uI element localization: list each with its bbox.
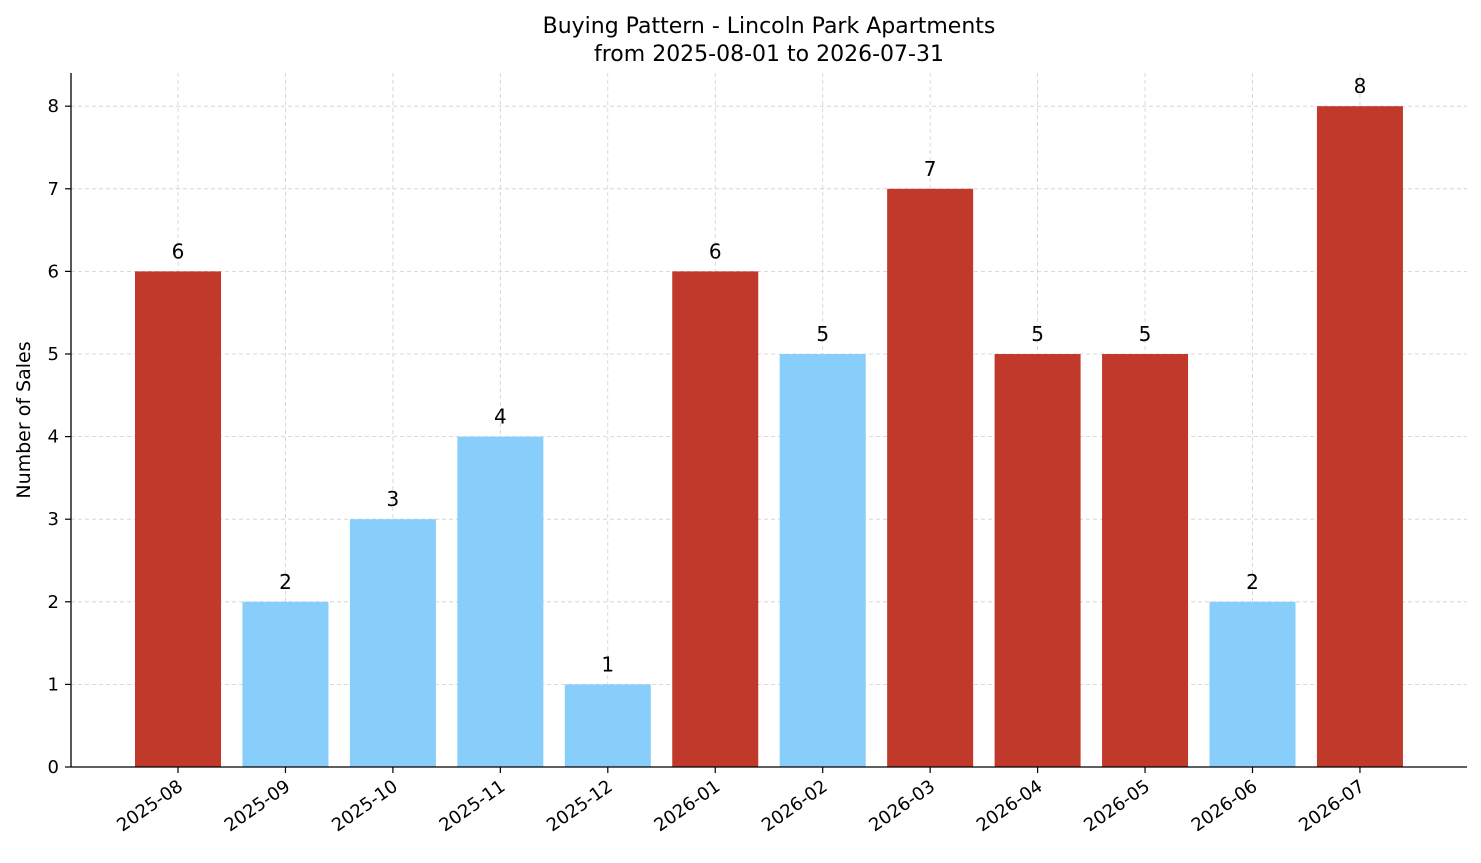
x-tick-label: 2026-07	[1295, 776, 1369, 836]
bar-2026-03	[887, 188, 974, 768]
chart-title: Buying Pattern - Lincoln Park Apartments	[543, 14, 996, 39]
bar-2025-10	[349, 519, 436, 767]
bar-2026-07	[1316, 106, 1403, 767]
y-axis-label: Number of Sales	[13, 341, 35, 498]
bar-2025-08	[135, 271, 221, 767]
data-label: 2	[279, 570, 292, 594]
data-label: 7	[924, 157, 937, 181]
data-label: 4	[494, 405, 507, 429]
x-tick-label: 2025-12	[543, 776, 617, 836]
chart-subtitle: from 2025-08-01 to 2026-07-31	[594, 42, 944, 67]
bar-2026-01	[672, 271, 759, 767]
y-tick-label: 6	[48, 261, 59, 282]
x-tick-label: 2026-01	[650, 776, 724, 836]
data-label: 6	[172, 239, 185, 263]
data-label: 5	[816, 322, 829, 346]
y-tick-label: 1	[48, 674, 59, 695]
bar-2026-05	[1102, 354, 1189, 767]
x-ticks: 2025-08 2025-09 2025-10 2025-11 2025-12 2026-…	[113, 767, 1369, 836]
x-tick-label: 2025-10	[328, 776, 402, 836]
x-tick-label: 2025-08	[113, 776, 187, 836]
x-tick-label: 2026-06	[1188, 776, 1262, 836]
bar-2025-11	[457, 436, 544, 767]
y-tick-label: 4	[48, 427, 59, 448]
x-tick-label: 2025-09	[221, 776, 295, 836]
y-tick-label: 8	[48, 96, 59, 117]
bar-2025-12	[564, 684, 651, 767]
data-label: 3	[387, 487, 400, 511]
y-tick-label: 2	[48, 592, 59, 613]
bar-2026-04	[994, 354, 1081, 767]
y-tick-label: 0	[48, 757, 59, 778]
y-ticks: 0 1 2 3 4 5 6 7 8	[48, 96, 71, 778]
x-tick-label: 2026-02	[758, 776, 832, 836]
y-tick-label: 5	[48, 344, 59, 365]
data-label: 8	[1354, 74, 1367, 98]
y-tick-label: 3	[48, 509, 59, 530]
x-tick-label: 2026-05	[1080, 776, 1154, 836]
data-label: 5	[1139, 322, 1152, 346]
bar-2026-06	[1209, 601, 1296, 767]
x-tick-label: 2026-04	[973, 776, 1047, 836]
bar-2026-02	[779, 354, 866, 767]
bar-2025-09	[242, 601, 329, 767]
x-tick-label: 2025-11	[436, 776, 510, 836]
data-label: 2	[1246, 570, 1259, 594]
data-label: 6	[709, 239, 722, 263]
y-tick-label: 7	[48, 179, 59, 200]
data-labels: 6 2 3 4 1 6 5 7 5 5 2 8	[172, 74, 1367, 676]
data-label: 1	[601, 652, 614, 676]
x-tick-label: 2026-03	[865, 776, 939, 836]
bars	[135, 106, 1403, 768]
data-label: 5	[1031, 322, 1044, 346]
